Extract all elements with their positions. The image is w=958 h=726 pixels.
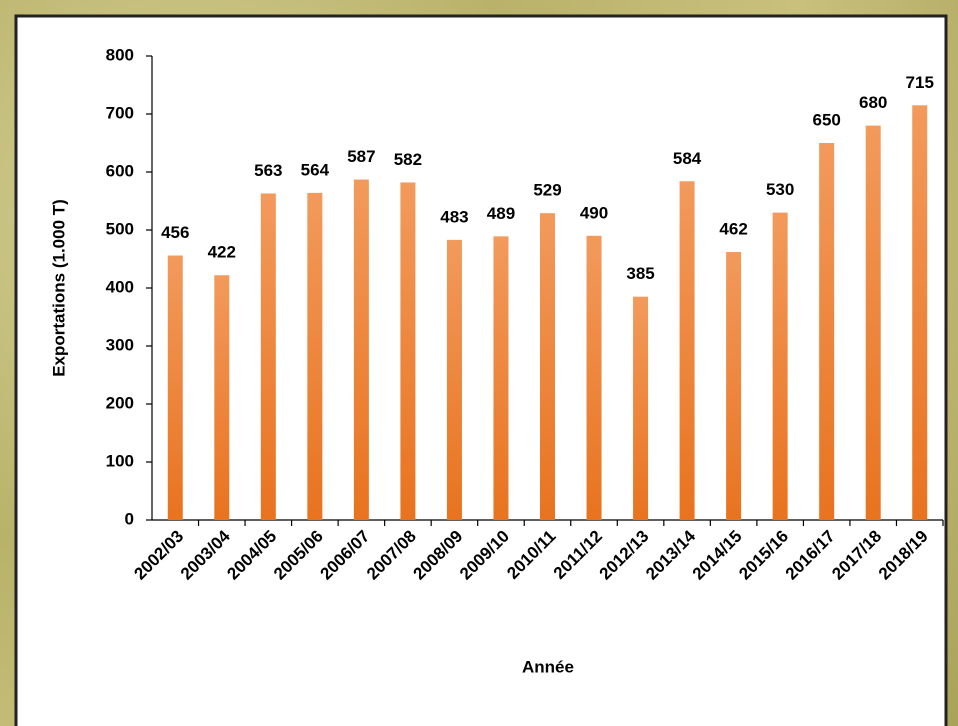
bar [400,182,416,520]
bar [446,239,462,521]
data-label: 530 [766,180,794,199]
y-tick-label: 100 [106,451,134,470]
data-label: 564 [301,160,330,179]
bar [586,235,602,521]
data-label: 650 [812,110,840,129]
bar [633,296,649,520]
bar [865,125,881,520]
x-axis-label: Année [522,657,574,676]
bar [214,275,230,520]
bar [307,192,323,520]
bar [167,255,183,520]
bar [819,143,835,520]
y-tick-label: 800 [106,45,134,64]
data-label: 490 [580,203,608,222]
y-tick-label: 700 [106,103,134,122]
bar [772,212,788,520]
bar [260,193,276,520]
data-label: 584 [673,149,702,168]
y-axis-label: Exportations (1.000 T) [49,199,68,377]
y-tick-label: 400 [106,277,134,296]
data-label: 563 [254,161,282,180]
bar [679,181,695,520]
y-tick-label: 200 [106,393,134,412]
data-label: 422 [208,243,236,262]
data-label: 483 [440,207,468,226]
bar [493,236,509,520]
y-tick-label: 0 [125,509,134,528]
data-label: 680 [859,93,887,112]
bar [726,252,742,521]
data-label: 587 [347,147,375,166]
data-label: 456 [161,223,189,242]
data-label: 529 [533,181,561,200]
data-label: 462 [719,220,747,239]
data-label: 715 [906,73,934,92]
data-label: 489 [487,204,515,223]
y-tick-label: 500 [106,219,134,238]
bar [540,213,555,520]
bar [912,105,928,521]
chart-panel [14,14,948,726]
bar [353,179,369,521]
data-label: 582 [394,150,422,169]
y-tick-label: 600 [106,161,134,180]
y-tick-label: 300 [106,335,134,354]
data-label: 385 [626,264,654,283]
